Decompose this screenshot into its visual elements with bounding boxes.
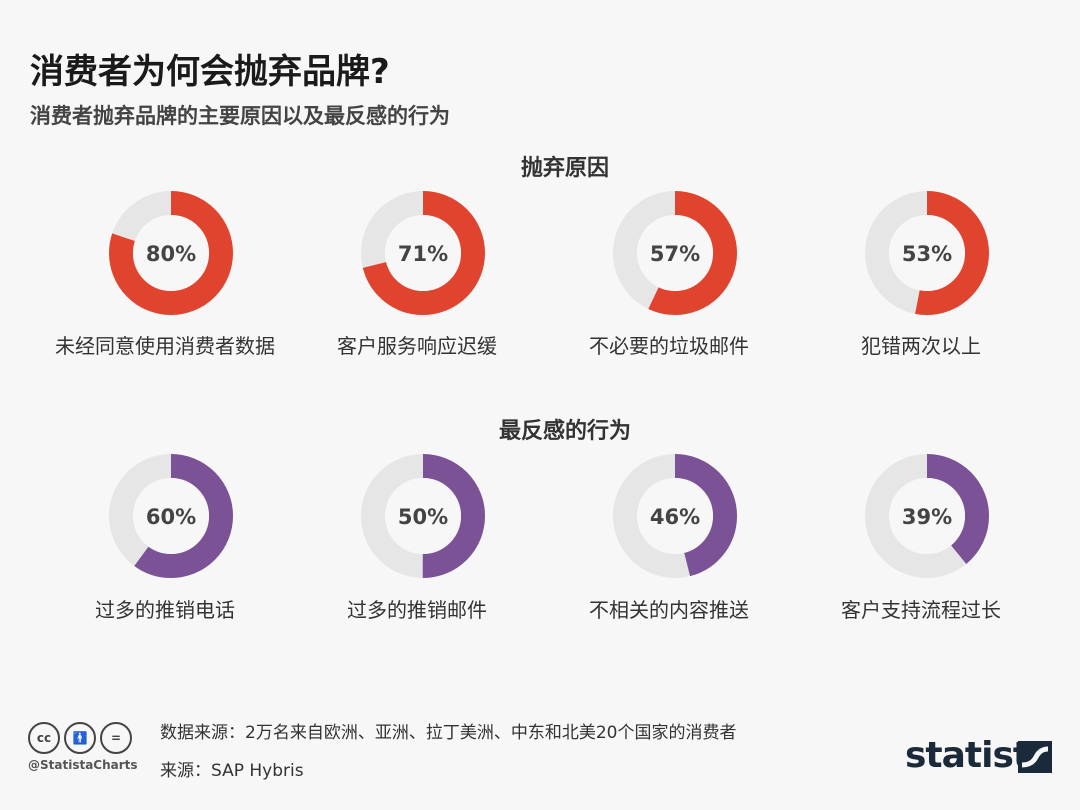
donut-slice bbox=[613, 191, 737, 315]
data-source-note: 数据来源：2万名来自欧洲、亚洲、拉丁美洲、中东和北美20个国家的消费者 bbox=[160, 723, 737, 743]
donut-slice bbox=[361, 454, 485, 578]
donut-hole bbox=[889, 478, 965, 554]
donut-value-label: 39% bbox=[902, 505, 952, 529]
donut-category-label: 过多的推销电话 bbox=[95, 598, 235, 622]
by-attribution-icon: 🚹 bbox=[64, 722, 96, 754]
cc-license-icon: cc bbox=[28, 722, 60, 754]
nd-no-derivatives-icon: = bbox=[100, 722, 132, 754]
donut-slice bbox=[865, 454, 989, 578]
chart-subtitle: 消费者抛弃品牌的主要原因以及最反感的行为 bbox=[30, 104, 450, 128]
donut-hole bbox=[133, 215, 209, 291]
twitter-handle: @StatistaCharts bbox=[28, 758, 138, 772]
donut-hole bbox=[637, 215, 713, 291]
group-title: 抛弃原因 bbox=[521, 155, 609, 181]
donut-hole bbox=[385, 215, 461, 291]
donut-value-label: 57% bbox=[650, 242, 700, 266]
donut-value-label: 60% bbox=[146, 505, 196, 529]
donut-value-label: 50% bbox=[398, 505, 448, 529]
donut-slice bbox=[109, 191, 233, 315]
donut-category-label: 过多的推销邮件 bbox=[347, 598, 487, 622]
donut-hole bbox=[637, 478, 713, 554]
donut-category-label: 犯错两次以上 bbox=[861, 334, 981, 358]
donut-value-label: 71% bbox=[398, 242, 448, 266]
donut-hole bbox=[133, 478, 209, 554]
donut-category-label: 客户支持流程过长 bbox=[841, 598, 1001, 622]
donut-slice bbox=[361, 191, 485, 315]
donut-hole bbox=[889, 215, 965, 291]
chart-title: 消费者为何会抛弃品牌? bbox=[30, 52, 390, 92]
source-note: 来源：SAP Hybris bbox=[160, 761, 304, 781]
statista-logo-mark-icon bbox=[1018, 741, 1052, 773]
donut-category-label: 未经同意使用消费者数据 bbox=[55, 334, 275, 358]
donut-category-label: 不必要的垃圾邮件 bbox=[589, 334, 749, 358]
donut-slice bbox=[865, 191, 989, 315]
donut-slice bbox=[109, 454, 233, 578]
donut-category-label: 客户服务响应迟缓 bbox=[337, 334, 497, 358]
donut-category-label: 不相关的内容推送 bbox=[589, 598, 749, 622]
group-title: 最反感的行为 bbox=[499, 418, 631, 444]
donut-charts: 抛弃原因 80% 未经同意使用消费者数据 71% 客户服务响应迟缓 57% 不必要的垃圾邮件… bbox=[55, 155, 1001, 622]
donut-value-label: 53% bbox=[902, 242, 952, 266]
donut-hole bbox=[385, 478, 461, 554]
donut-slice bbox=[613, 454, 737, 578]
donut-value-label: 46% bbox=[650, 505, 700, 529]
donut-value-label: 80% bbox=[146, 242, 196, 266]
